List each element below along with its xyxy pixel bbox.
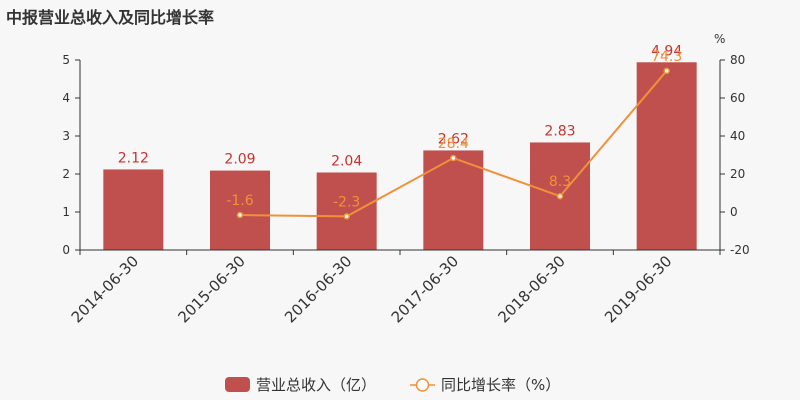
y-left-tick-label: 3 (62, 129, 70, 143)
legend[interactable]: 营业总收入（亿） 同比增长率（%） (225, 376, 560, 394)
growth-point (236, 211, 244, 219)
labels-layer: 2.12 2.09 2.04 2.62 2.83 4.94 -1.6 -2.3 28.4 8.3 7… (118, 43, 683, 210)
growth-point (663, 67, 670, 75)
bars-layer (103, 62, 697, 250)
y-left-tick-label: 2 (62, 167, 70, 181)
y-right-tick-label: 0 (730, 205, 738, 219)
growth-value-label: 74.3 (651, 49, 682, 65)
bar (210, 170, 270, 250)
bar (636, 62, 697, 250)
bar-value-label: 2.62 (438, 131, 469, 147)
growth-value-label: -1.6 (226, 193, 253, 209)
bar-value-label: 2.83 (544, 123, 575, 139)
growth-value-label: 8.3 (549, 174, 571, 190)
y-right-tick-label: 40 (730, 129, 745, 143)
y-left-tick-label: 0 (62, 243, 70, 257)
legend-line-label: 同比增长率（%） (441, 376, 560, 394)
growth-point (556, 192, 564, 200)
y-left-tick-label: 5 (62, 53, 70, 67)
x-tick-label: 2018-06-30 (494, 252, 568, 326)
y-left-tick-label: 4 (62, 91, 70, 105)
x-tick-label: 2014-06-30 (68, 252, 142, 326)
x-tick-label: 2015-06-30 (174, 252, 248, 326)
y-right-tick-label: 80 (730, 53, 745, 67)
y-left-tick-label: 1 (62, 205, 70, 219)
growth-value-label: -2.3 (333, 194, 360, 210)
y-right-unit-label: % (714, 32, 725, 46)
bar (103, 169, 164, 250)
bar-value-label: 2.09 (224, 152, 255, 168)
legend-bar-swatch (225, 377, 250, 392)
y-right-tick-label: -20 (730, 243, 750, 257)
x-tick-label: 2016-06-30 (281, 252, 355, 326)
y-right-tick-label: 20 (730, 167, 745, 181)
bar-value-label: 2.12 (118, 150, 149, 166)
y-right-tick-label: 60 (730, 91, 745, 105)
growth-value-label: 28.4 (438, 136, 469, 152)
line-layer (236, 67, 670, 220)
growth-point (450, 154, 457, 162)
legend-line-marker (415, 378, 430, 392)
x-tick-label: 2017-06-30 (388, 252, 462, 326)
x-tick-label: 2019-06-30 (601, 252, 675, 326)
bar (316, 172, 377, 250)
chart-title: 中报营业总收入及同比增长率 (6, 8, 215, 27)
bar (423, 150, 484, 250)
bar-value-label: 4.94 (651, 43, 682, 59)
legend-bar-label: 营业总收入（亿） (256, 376, 376, 394)
growth-point (343, 213, 350, 220)
bar-value-label: 2.04 (331, 153, 362, 169)
